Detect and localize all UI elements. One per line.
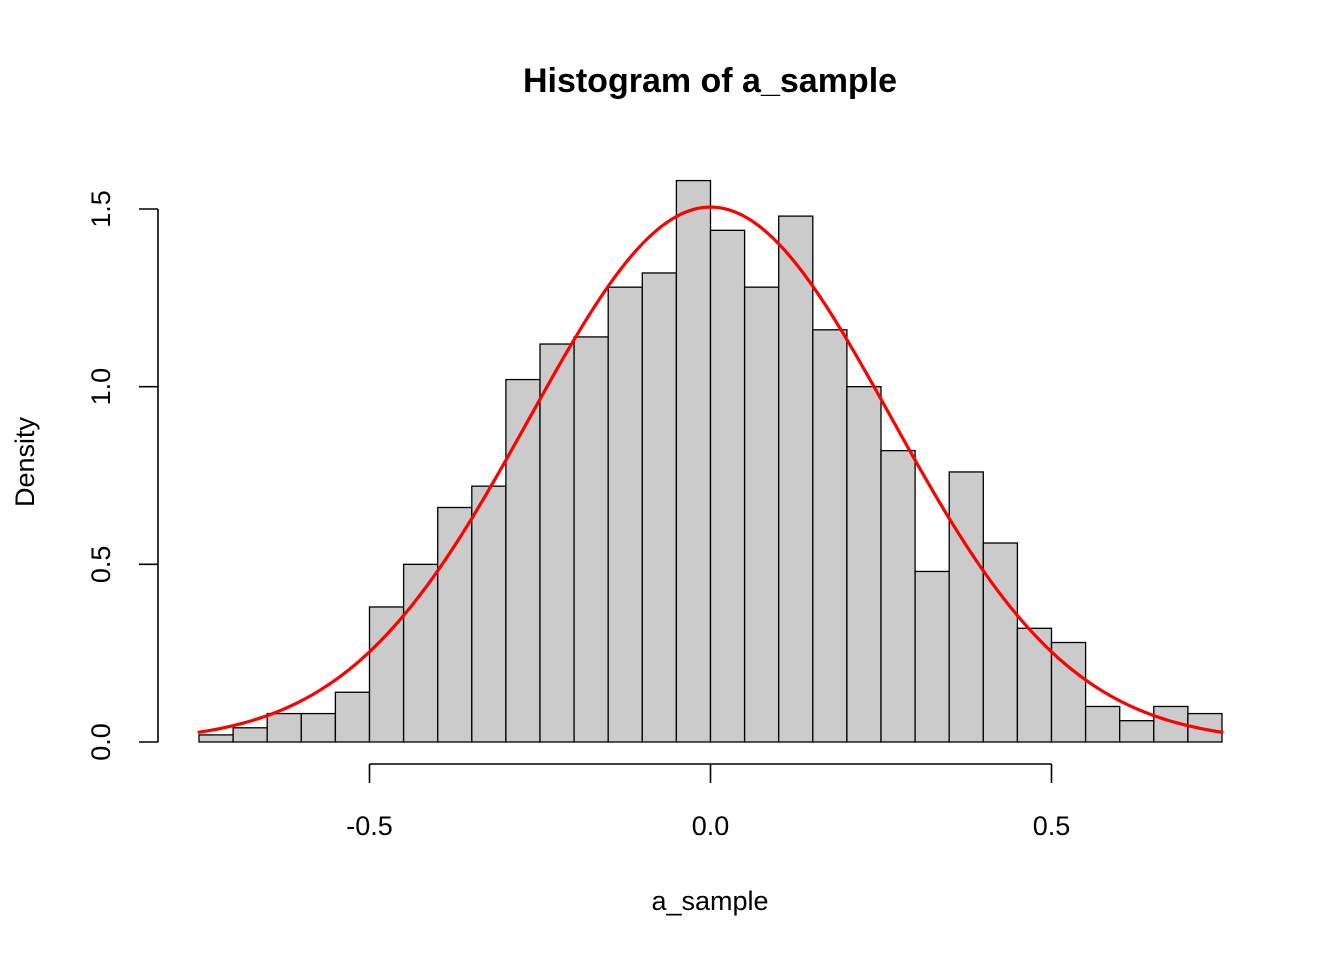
- histogram-bar: [334, 691, 371, 743]
- histogram-bar: [300, 712, 337, 743]
- histogram-bar: [1084, 705, 1121, 743]
- histogram-bar: [812, 329, 848, 743]
- y-tick-label: 0.0: [86, 723, 116, 761]
- y-tick-label: 0.5: [86, 546, 116, 584]
- y-axis: 0.0 0.5 1.0 1.5: [86, 190, 159, 761]
- histogram-bar: [743, 286, 780, 743]
- y-tick-label: 1.5: [86, 190, 116, 228]
- histogram-bar: [198, 734, 234, 743]
- x-tick-label: 0.0: [692, 811, 730, 841]
- histogram-bar: [232, 727, 268, 743]
- histogram-bar: [709, 229, 746, 743]
- histogram-bar: [471, 485, 507, 743]
- histogram-bar: [982, 542, 1019, 743]
- density-curve: [197, 205, 1224, 734]
- histogram-bar: [948, 471, 984, 743]
- histogram-bars: [198, 179, 1223, 743]
- x-tick-label: 0.5: [1033, 811, 1071, 841]
- histogram-bar: [846, 386, 882, 743]
- x-tick-label: -0.5: [346, 811, 393, 841]
- histogram-bar: [573, 336, 609, 743]
- chart-title: Histogram of a_sample: [523, 62, 897, 100]
- histogram-bar: [402, 563, 439, 743]
- histogram-bar: [914, 570, 950, 743]
- histogram-bar: [505, 378, 541, 743]
- y-tick-label: 1.0: [86, 368, 116, 406]
- histogram-bar: [880, 449, 916, 743]
- x-axis-label: a_sample: [651, 886, 768, 916]
- histogram-bar: [778, 215, 814, 743]
- histogram-bar: [641, 272, 678, 743]
- histogram-bar: [539, 343, 575, 743]
- histogram-bar: [607, 286, 643, 743]
- histogram-bar: [675, 179, 712, 743]
- x-axis: -0.5 0.0 0.5: [346, 763, 1071, 841]
- histogram-bar: [266, 712, 302, 743]
- histogram-bar: [1119, 720, 1155, 743]
- histogram-bar: [368, 606, 405, 743]
- y-axis-label: Density: [10, 416, 40, 507]
